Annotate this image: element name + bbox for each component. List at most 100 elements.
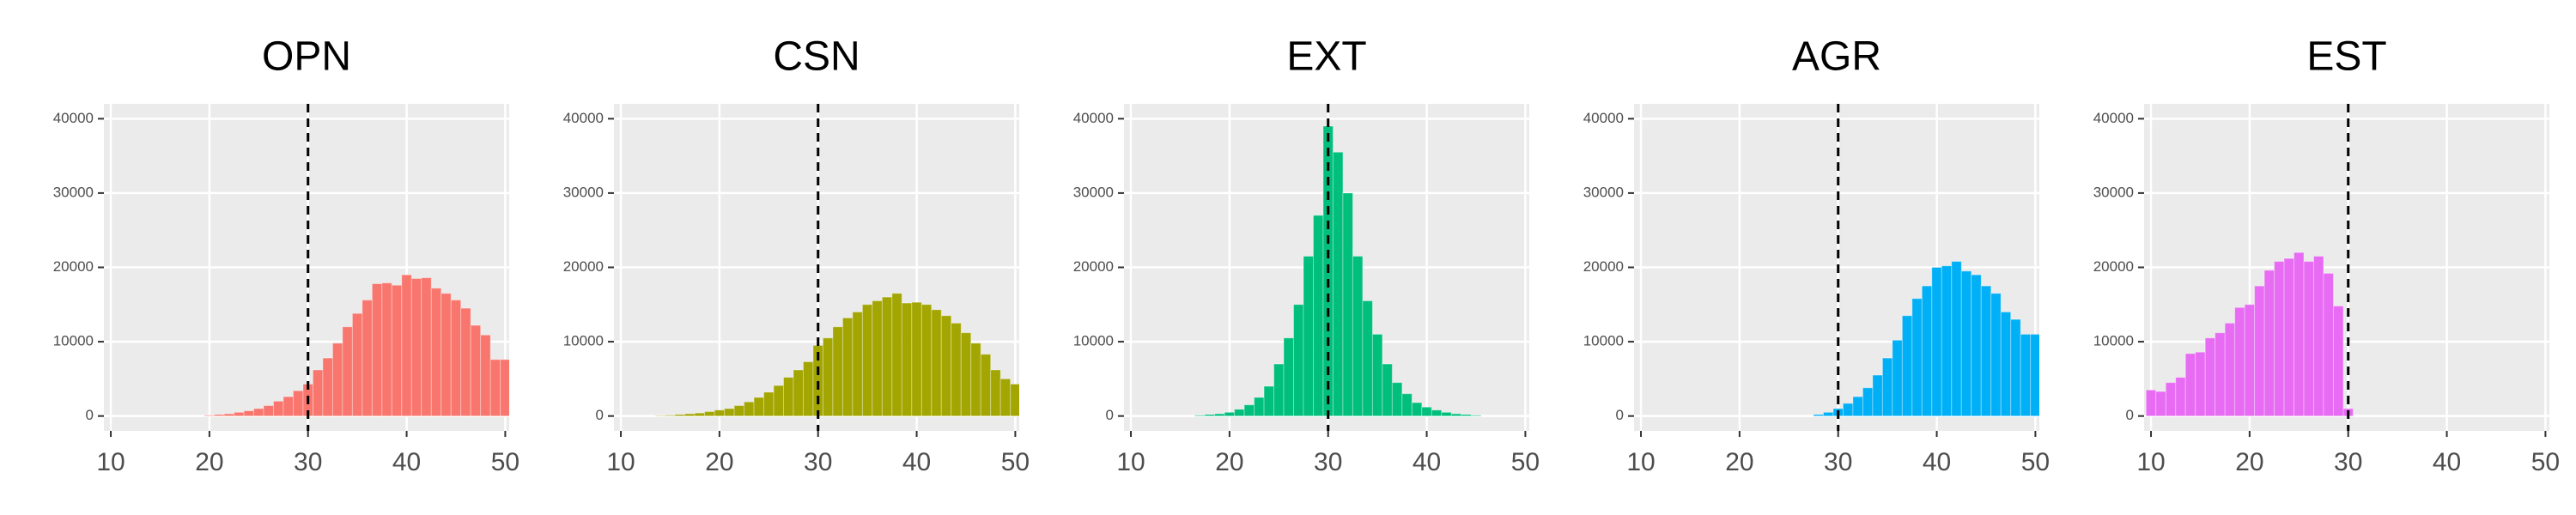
bar bbox=[1273, 363, 1285, 417]
bars bbox=[2145, 251, 2354, 417]
panel-title: EST bbox=[2306, 34, 2386, 80]
x-tick-label: 10 bbox=[1116, 448, 1145, 476]
bar bbox=[872, 300, 883, 417]
y-tick-label: 40000 bbox=[2093, 110, 2134, 126]
bar bbox=[793, 369, 804, 417]
x-tick-label: 20 bbox=[2235, 448, 2263, 476]
panel: AGR 0 10000 20000 30000 40000 10 20 30 40 50 bbox=[1583, 34, 2050, 476]
x-tick-label: 30 bbox=[1824, 448, 1852, 476]
bar bbox=[920, 304, 933, 417]
panel: EXT 0 10000 20000 30000 40000 10 20 30 40 50 bbox=[1073, 34, 1540, 476]
bar bbox=[1461, 414, 1472, 417]
bar bbox=[2165, 382, 2177, 417]
bar bbox=[2020, 333, 2032, 417]
bar bbox=[970, 342, 981, 417]
x-tick-label: 40 bbox=[392, 448, 421, 476]
y-tick-label: 20000 bbox=[1583, 258, 1624, 275]
y-tick-label: 0 bbox=[596, 407, 604, 423]
y-tick-label: 10000 bbox=[563, 333, 604, 349]
bar bbox=[1411, 402, 1423, 417]
y-tick-label: 40000 bbox=[563, 110, 604, 126]
x-tick-label: 10 bbox=[606, 448, 635, 476]
bars bbox=[654, 293, 1019, 417]
bar bbox=[1450, 413, 1462, 417]
bar bbox=[1813, 414, 1824, 417]
bar bbox=[450, 300, 462, 417]
bar bbox=[421, 277, 432, 417]
bar bbox=[1980, 285, 1992, 417]
x-tick-label: 40 bbox=[902, 448, 931, 476]
y-tick-label: 0 bbox=[1106, 407, 1114, 423]
bar bbox=[2184, 353, 2196, 417]
bar bbox=[1194, 415, 1206, 417]
bar bbox=[1382, 363, 1393, 417]
y-tick-label: 30000 bbox=[1583, 184, 1624, 200]
bar bbox=[2254, 285, 2265, 417]
y-tick-label: 40000 bbox=[1073, 110, 1114, 126]
bar bbox=[911, 301, 922, 417]
x-tick-label: 20 bbox=[1725, 448, 1753, 476]
bar bbox=[1010, 383, 1019, 417]
bar bbox=[881, 296, 893, 417]
bar bbox=[891, 293, 902, 417]
x-tick-label: 50 bbox=[2531, 448, 2560, 476]
bar bbox=[2234, 306, 2245, 417]
bar bbox=[331, 342, 343, 417]
bar bbox=[470, 324, 482, 417]
x-tick-label: 40 bbox=[2433, 448, 2461, 476]
y-tick-label: 10000 bbox=[1583, 333, 1624, 349]
panel-title: AGR bbox=[1792, 34, 1881, 80]
bar bbox=[783, 377, 794, 417]
bar bbox=[931, 309, 942, 417]
bar bbox=[1881, 357, 1893, 417]
bar bbox=[684, 413, 696, 417]
bar bbox=[2204, 337, 2216, 417]
bar bbox=[351, 312, 363, 417]
bars bbox=[204, 274, 509, 417]
bar bbox=[1214, 413, 1225, 417]
bar bbox=[2323, 272, 2334, 417]
y-tick-label: 0 bbox=[2126, 407, 2134, 423]
y-tick-label: 40000 bbox=[1583, 110, 1624, 126]
bar bbox=[273, 400, 284, 417]
bar bbox=[2313, 256, 2324, 417]
bar bbox=[1391, 382, 1403, 417]
bar bbox=[480, 334, 491, 417]
bar bbox=[2332, 306, 2344, 417]
bar bbox=[489, 359, 501, 417]
y-tick-label: 0 bbox=[86, 407, 94, 423]
x-tick-label: 10 bbox=[1626, 448, 1655, 476]
bar bbox=[1960, 270, 1972, 417]
y-tick-label: 10000 bbox=[53, 333, 94, 349]
bars bbox=[1813, 261, 2039, 417]
bar bbox=[460, 307, 471, 417]
bar bbox=[2195, 351, 2206, 417]
bar bbox=[2274, 261, 2285, 417]
bar bbox=[1951, 261, 1962, 417]
bar bbox=[999, 378, 1012, 417]
bar bbox=[773, 385, 785, 417]
bar bbox=[1303, 256, 1314, 417]
bar bbox=[674, 414, 686, 417]
bar bbox=[2215, 332, 2226, 417]
bar bbox=[2155, 391, 2166, 417]
bar bbox=[371, 283, 383, 417]
bar bbox=[1352, 256, 1364, 417]
y-tick-label: 20000 bbox=[53, 258, 94, 275]
bar bbox=[951, 322, 962, 417]
bar bbox=[1921, 285, 1933, 417]
bar bbox=[2244, 304, 2256, 417]
bar bbox=[1204, 414, 1216, 417]
bar bbox=[1852, 396, 1863, 417]
x-tick-label: 40 bbox=[1413, 448, 1441, 476]
bar bbox=[2224, 322, 2236, 417]
panel: EST 0 10000 20000 30000 40000 10 20 30 40 50 bbox=[2093, 34, 2560, 476]
x-tick-label: 30 bbox=[2334, 448, 2362, 476]
bar bbox=[342, 326, 353, 417]
bar bbox=[1822, 411, 1834, 417]
bar bbox=[2030, 333, 2039, 417]
bar bbox=[500, 359, 509, 417]
y-tick-label: 40000 bbox=[53, 110, 94, 126]
panel: OPN 0 10000 20000 30000 40000 10 20 30 40 50 bbox=[53, 34, 519, 476]
